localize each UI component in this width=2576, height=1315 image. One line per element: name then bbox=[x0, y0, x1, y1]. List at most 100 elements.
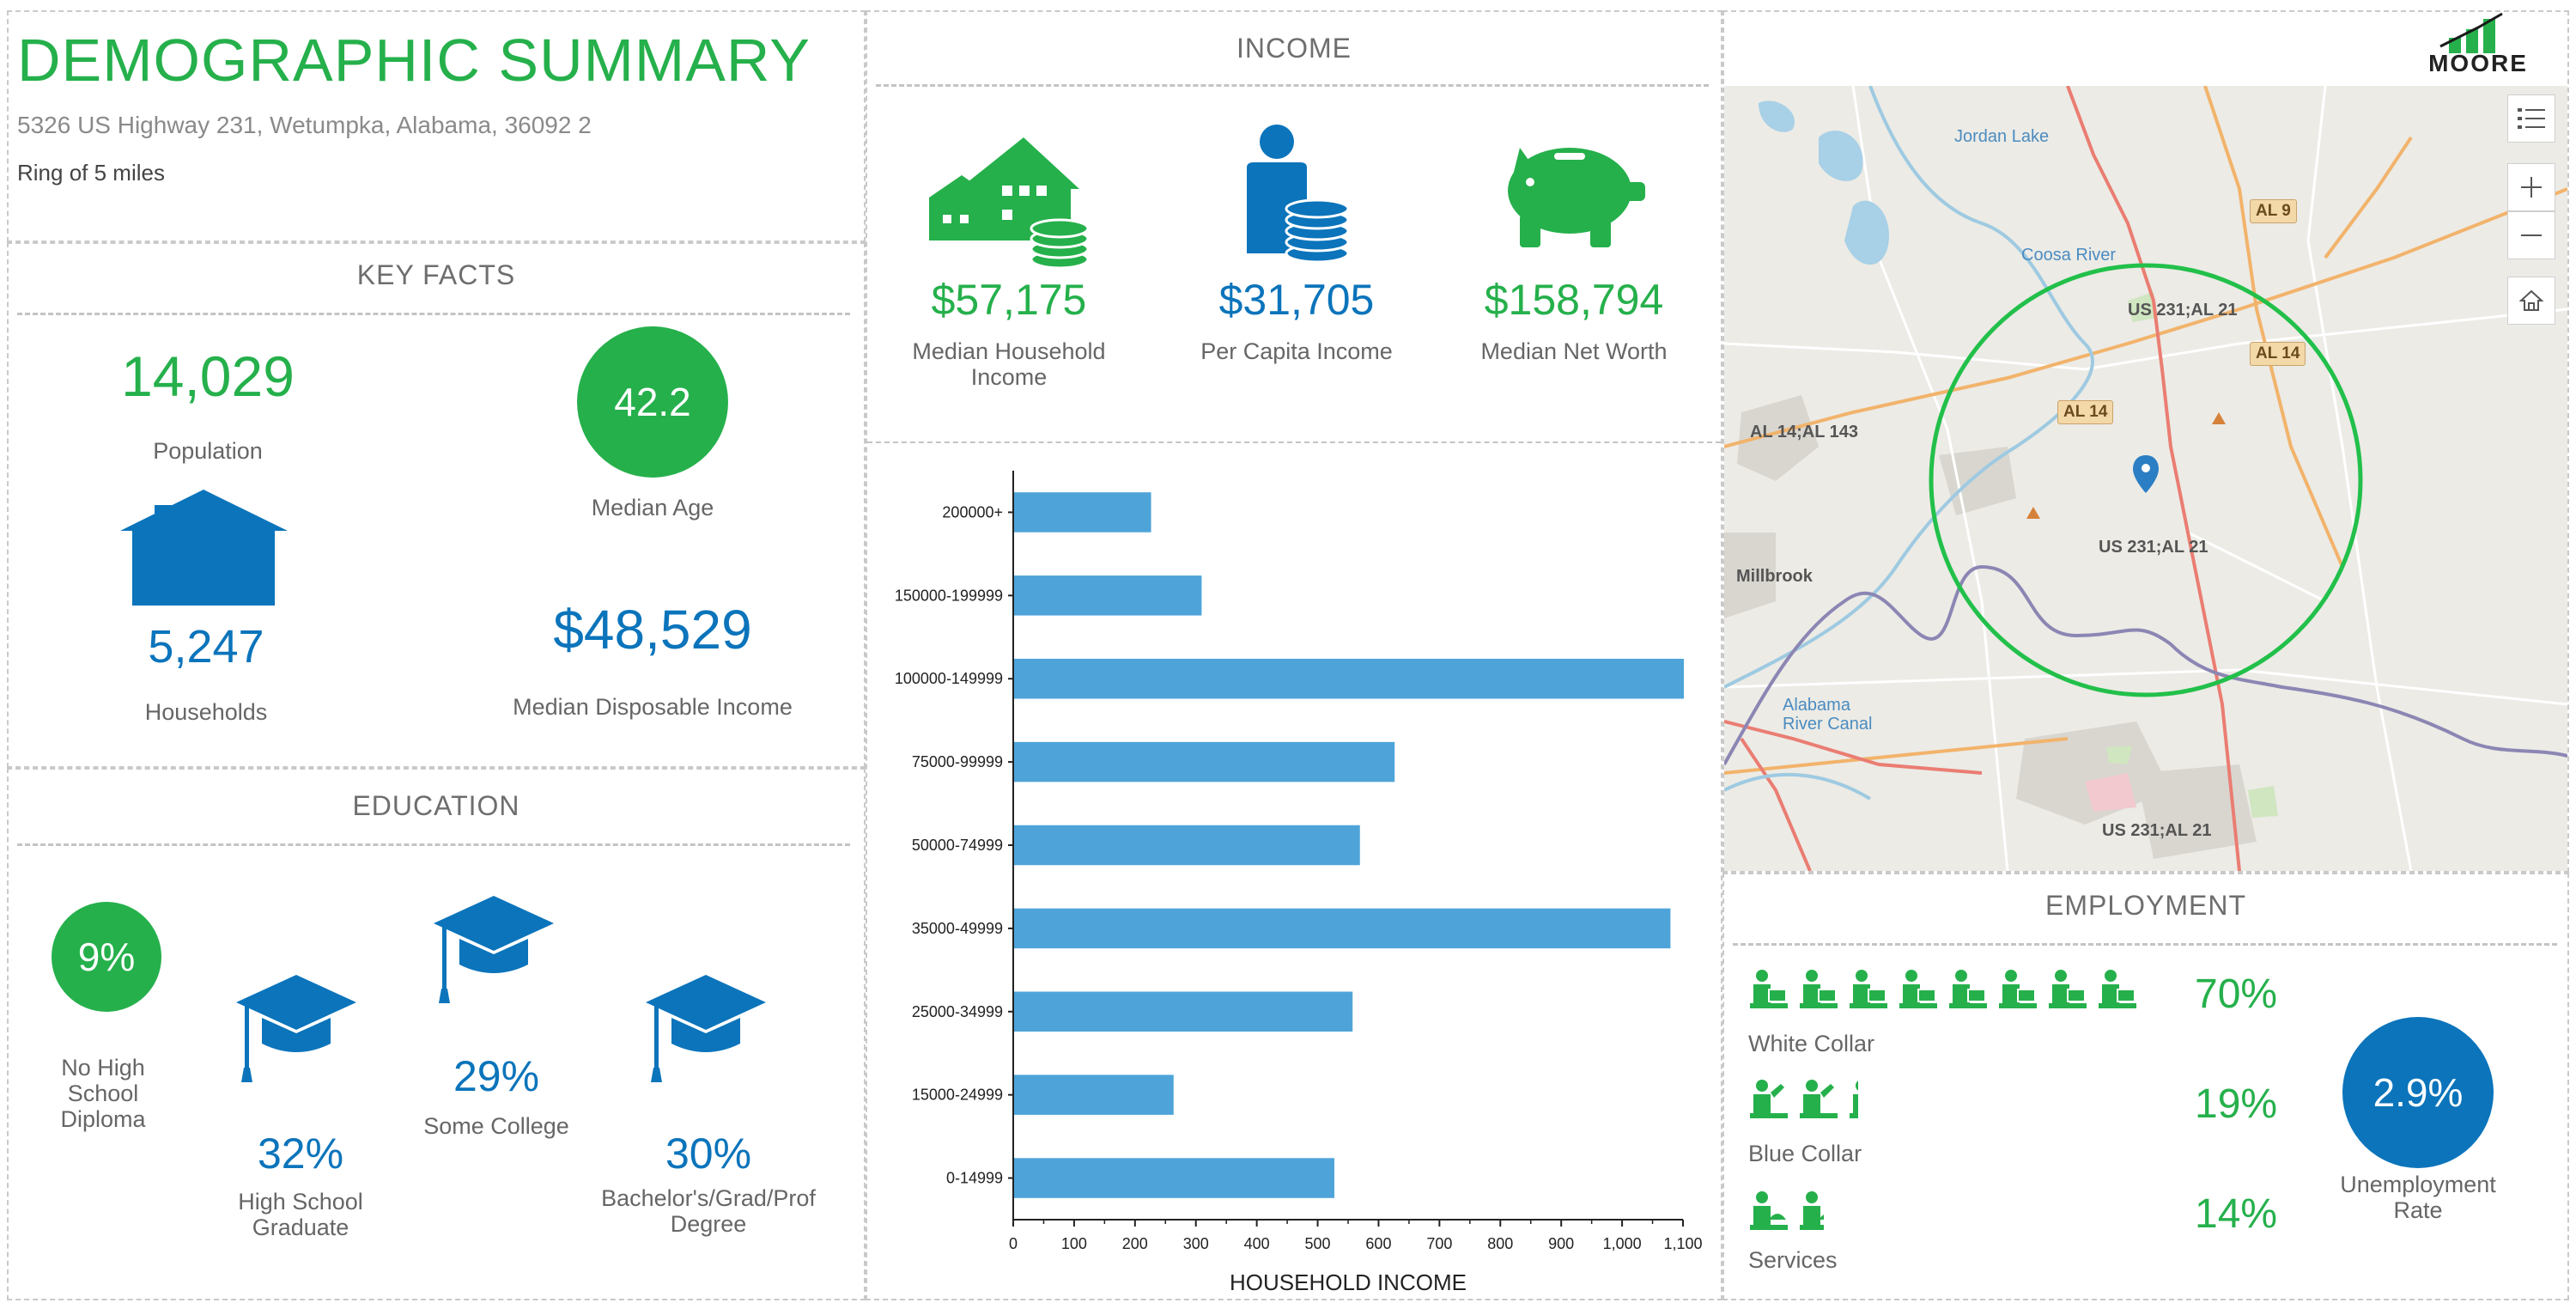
median-household-income-label: Median Household Income bbox=[912, 338, 1106, 390]
blue-collar-worker-icon bbox=[1750, 1080, 1788, 1118]
chart-x-tick-label: 1,000 bbox=[1603, 1235, 1642, 1252]
no-hs-circle: 9% bbox=[52, 902, 161, 1012]
chart-bar[interactable] bbox=[1014, 908, 1671, 949]
employment-divider bbox=[1733, 943, 2557, 946]
household-income-chart: 200000+ 150000-199999 100000-149999 75000-9… bbox=[895, 471, 1703, 1295]
education-title: EDUCATION bbox=[352, 790, 520, 821]
map-label-coosa-river: Coosa River bbox=[2021, 246, 2117, 265]
white-collar-worker-icon bbox=[1850, 970, 1887, 1008]
bachelors-value: 30% bbox=[665, 1129, 752, 1178]
median-net-worth-value: $158,794 bbox=[1484, 276, 1664, 324]
education-divider bbox=[17, 843, 850, 846]
median-age-circle: 42.2 bbox=[577, 326, 728, 478]
no-hs-label: No High School Diploma bbox=[60, 1055, 146, 1132]
median-household-income-value: $57,175 bbox=[931, 276, 1087, 324]
chart-x-tick-label: 700 bbox=[1426, 1235, 1452, 1252]
chart-x-tick-label: 1,100 bbox=[1663, 1235, 1702, 1252]
population-label: Population bbox=[153, 438, 263, 464]
legend-button[interactable] bbox=[2507, 94, 2555, 143]
header-panel bbox=[7, 10, 866, 242]
address-text: 5326 US Highway 231, Wetumpka, Alabama, … bbox=[17, 112, 592, 138]
income-title: INCOME bbox=[1236, 33, 1352, 64]
median-net-worth-label: Median Net Worth bbox=[1480, 338, 1668, 364]
map-label-al14-al143: AL 14;AL 143 bbox=[1750, 423, 1858, 441]
chart-x-tick-label: 900 bbox=[1548, 1235, 1574, 1252]
white-collar-worker-icon bbox=[1999, 970, 2037, 1008]
house-coins-icon bbox=[929, 137, 1088, 268]
logo-text: MOORE bbox=[2428, 50, 2528, 76]
chart-category-label: 50000-74999 bbox=[912, 837, 1003, 854]
house-icon bbox=[120, 490, 288, 606]
map-label-us231-al21-bottom: US 231;AL 21 bbox=[2102, 821, 2212, 840]
white-collar-worker-icon bbox=[1949, 970, 1987, 1008]
map-label-al14-right: AL 14 bbox=[2250, 342, 2306, 366]
minus-icon bbox=[2521, 234, 2542, 236]
ring-text: Ring of 5 miles bbox=[17, 160, 165, 186]
median-disposable-income-value: $48,529 bbox=[553, 599, 752, 661]
hs-grad-label: High School Graduate bbox=[238, 1189, 363, 1240]
median-age-label: Median Age bbox=[591, 495, 714, 521]
plus-icon bbox=[2521, 177, 2542, 198]
chart-bar[interactable] bbox=[1014, 825, 1360, 866]
some-college-value: 29% bbox=[453, 1052, 540, 1100]
map-label-millbrook: Millbrook bbox=[1736, 567, 1813, 586]
person-coins-icon bbox=[1247, 125, 1350, 262]
list-icon bbox=[2518, 108, 2545, 129]
households-label: Households bbox=[144, 699, 268, 725]
employment-panel bbox=[1722, 873, 2569, 1300]
services-worker-icon bbox=[1800, 1191, 1838, 1230]
chart-bar[interactable] bbox=[1014, 492, 1151, 533]
piggy-bank-icon bbox=[1508, 148, 1645, 247]
blue-collar-worker-icon bbox=[1800, 1080, 1838, 1118]
white-collar-label: White Collar bbox=[1748, 1031, 1875, 1056]
unemployment-value: 2.9% bbox=[2372, 1070, 2464, 1115]
map-label-us231-al21-top: US 231;AL 21 bbox=[2128, 301, 2238, 320]
chart-category-label: 75000-99999 bbox=[912, 753, 1003, 770]
no-hs-value: 9% bbox=[77, 935, 136, 979]
services-value: 14% bbox=[2195, 1191, 2278, 1237]
blue-collar-worker-icon bbox=[1850, 1080, 1887, 1118]
chart-x-tick-label: 0 bbox=[1009, 1235, 1018, 1252]
per-capita-income-value: $31,705 bbox=[1218, 276, 1375, 324]
white-collar-value: 70% bbox=[2195, 971, 2278, 1017]
map-view[interactable]: Jordan Lake Coosa River AL 9 US 231;AL 2… bbox=[1724, 86, 2567, 871]
graduation-cap-icon bbox=[646, 975, 766, 1082]
graduation-cap-icon bbox=[434, 896, 554, 1003]
chart-category-label: 0-14999 bbox=[946, 1170, 1003, 1187]
income-chart-divider bbox=[867, 441, 1721, 443]
unemployment-circle: 2.9% bbox=[2342, 1017, 2494, 1168]
key-facts-panel bbox=[7, 242, 866, 768]
map-label-jordan-lake: Jordan Lake bbox=[1954, 127, 2050, 146]
education-panel bbox=[7, 768, 866, 1300]
map-label-al14-left: AL 14 bbox=[2057, 400, 2114, 424]
chart-bar[interactable] bbox=[1014, 1075, 1174, 1115]
home-button[interactable] bbox=[2507, 277, 2555, 325]
chart-bar[interactable] bbox=[1014, 575, 1202, 616]
logo-bars-icon bbox=[2439, 12, 2503, 53]
chart-x-tick-label: 500 bbox=[1305, 1235, 1331, 1252]
hs-grad-value: 32% bbox=[257, 1129, 344, 1178]
zoom-in-button[interactable] bbox=[2507, 163, 2555, 211]
some-college-label: Some College bbox=[423, 1113, 569, 1139]
chart-bar[interactable] bbox=[1014, 741, 1395, 782]
chart-bar[interactable] bbox=[1014, 991, 1353, 1032]
chart-bar[interactable] bbox=[1014, 1158, 1334, 1198]
households-value: 5,247 bbox=[148, 621, 264, 673]
zoom-out-button[interactable] bbox=[2507, 211, 2555, 259]
white-collar-worker-icon bbox=[2099, 970, 2136, 1008]
key-facts-divider bbox=[17, 313, 850, 315]
white-collar-worker-icon bbox=[1750, 970, 1788, 1008]
chart-bar[interactable] bbox=[1014, 658, 1684, 699]
services-label: Services bbox=[1748, 1247, 1838, 1273]
key-facts-title: KEY FACTS bbox=[356, 259, 516, 290]
page-title: DEMOGRAPHIC SUMMARY bbox=[17, 27, 811, 94]
bachelors-label: Bachelor's/Grad/Prof Degree bbox=[601, 1185, 816, 1237]
chart-category-label: 200000+ bbox=[942, 503, 1003, 521]
unemployment-label: Unemployment Rate bbox=[2340, 1172, 2496, 1223]
chart-x-tick-label: 300 bbox=[1183, 1235, 1209, 1252]
per-capita-income-label: Per Capita Income bbox=[1200, 338, 1393, 364]
chart-x-tick-label: 600 bbox=[1365, 1235, 1391, 1252]
map-label-al9: AL 9 bbox=[2250, 199, 2297, 223]
median-disposable-income-label: Median Disposable Income bbox=[513, 694, 793, 720]
services-icons bbox=[1750, 1190, 2008, 1235]
